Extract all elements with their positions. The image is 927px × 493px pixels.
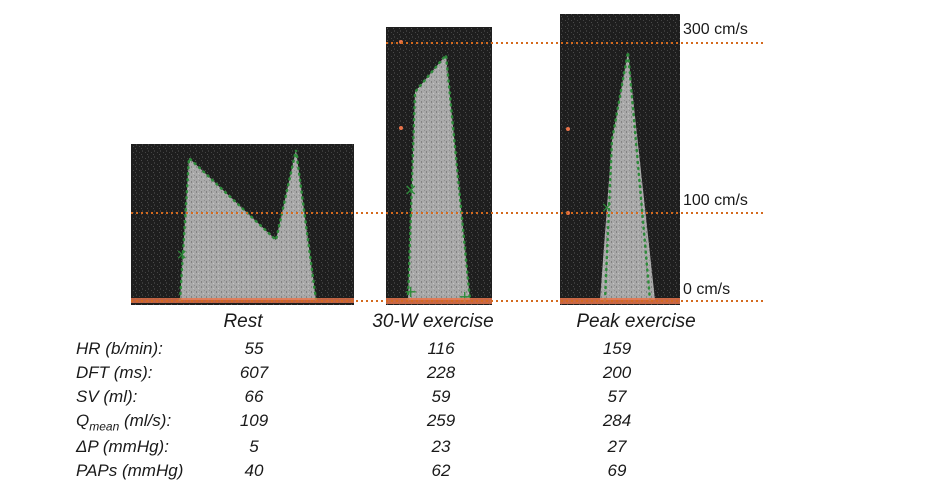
cell-sv-rest: 66	[244, 387, 264, 406]
cell-dp-30w: 23	[431, 437, 451, 456]
row-label-sv: SV (ml):	[76, 387, 138, 406]
cell-sv-30w: 59	[431, 387, 451, 406]
cell-dp-peak: 27	[607, 437, 627, 456]
cell-dp-rest: 5	[249, 437, 259, 456]
cell-qmean-rest: 109	[239, 411, 269, 430]
cell-paps-rest: 40	[244, 461, 264, 480]
cell-paps-peak: 69	[607, 461, 627, 480]
row-label-dft: DFT (ms):	[76, 363, 153, 382]
svg-text:+: +	[404, 282, 417, 301]
scale-label-100: 100 cm/s	[683, 192, 748, 209]
cell-hr-peak: 159	[602, 339, 632, 358]
cell-dft-peak: 200	[602, 363, 632, 382]
svg-text:×: ×	[176, 247, 188, 263]
cell-hr-rest: 55	[244, 339, 264, 358]
doppler-panel-peak: ×	[560, 14, 680, 305]
doppler-panel-30w: × + +	[386, 27, 492, 306]
panel-label-30w: 30-W exercise	[372, 311, 494, 332]
cell-qmean-30w: 259	[426, 411, 456, 430]
cell-qmean-peak: 284	[602, 411, 632, 430]
row-label-dp: ΔP (mmHg):	[76, 437, 169, 456]
svg-text:×: ×	[601, 200, 613, 216]
cell-dft-rest: 607	[239, 363, 269, 382]
row-label-qmean: Qmean (ml/s):	[76, 411, 172, 434]
cell-hr-30w: 116	[427, 339, 455, 358]
panel-label-rest: Rest	[223, 311, 263, 332]
cell-paps-30w: 62	[431, 461, 451, 480]
doppler-panel-rest: ×	[131, 144, 354, 305]
panel-label-peak: Peak exercise	[576, 311, 696, 332]
svg-text:×: ×	[404, 180, 417, 199]
row-label-paps: PAPs (mmHg)	[76, 461, 184, 480]
scale-label-300: 300 cm/s	[683, 21, 748, 38]
cell-sv-peak: 57	[607, 387, 627, 406]
row-label-hr: HR (b/min):	[76, 339, 163, 358]
cell-dft-30w: 228	[426, 363, 456, 382]
scale-label-0: 0 cm/s	[683, 281, 731, 298]
